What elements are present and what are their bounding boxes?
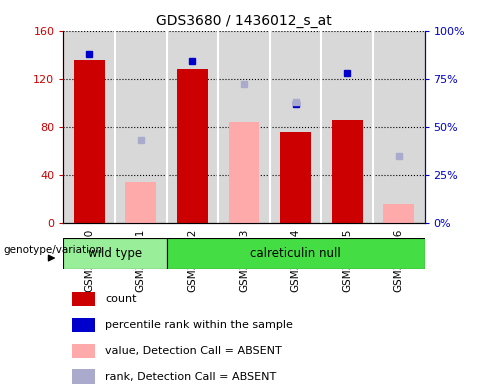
Title: GDS3680 / 1436012_s_at: GDS3680 / 1436012_s_at (156, 14, 332, 28)
Bar (280, 131, 311, 223)
Bar (125, 182, 156, 223)
Bar (72, 292, 95, 306)
Bar (228, 122, 260, 223)
Bar (72, 344, 95, 358)
FancyBboxPatch shape (63, 238, 166, 269)
FancyBboxPatch shape (166, 238, 425, 269)
Text: value, Detection Call = ABSENT: value, Detection Call = ABSENT (105, 346, 282, 356)
Bar (74, 60, 105, 223)
Bar (383, 204, 414, 223)
Text: rank, Detection Call = ABSENT: rank, Detection Call = ABSENT (105, 372, 276, 382)
Text: genotype/variation: genotype/variation (3, 245, 102, 255)
Text: calreticulin null: calreticulin null (250, 247, 341, 260)
Bar (72, 318, 95, 332)
Bar (177, 69, 208, 223)
Text: wild type: wild type (88, 247, 142, 260)
Text: count: count (105, 294, 137, 304)
Bar (72, 369, 95, 384)
Bar (332, 119, 363, 223)
Text: percentile rank within the sample: percentile rank within the sample (105, 320, 293, 330)
